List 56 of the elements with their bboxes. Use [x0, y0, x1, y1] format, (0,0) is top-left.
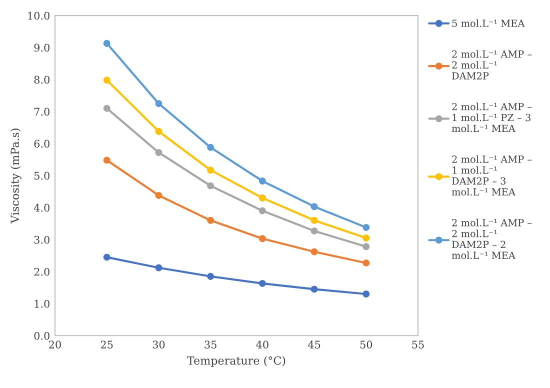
point — [258, 178, 266, 184]
point — [103, 104, 110, 112]
point — [310, 216, 318, 224]
point — [310, 286, 318, 293]
y-tick-label: 7.0 — [34, 108, 50, 116]
x-tick-label: 20 — [49, 340, 61, 349]
y-tick-label: 5.0 — [34, 172, 50, 180]
point — [103, 76, 110, 84]
point — [258, 280, 266, 287]
point — [362, 243, 370, 250]
point — [362, 290, 370, 298]
y-tick-label: 0.0 — [34, 332, 50, 340]
point — [310, 227, 318, 234]
legend-label: 2 mol.L⁻¹ AMP – 2 mol.L⁻¹ DAM2P — [452, 50, 532, 80]
y-tick-label: 6.0 — [34, 140, 50, 148]
y-tick-label: 1.0 — [34, 300, 50, 308]
x-tick-label: 40 — [256, 340, 268, 349]
x-tick-label: 25 — [100, 340, 113, 349]
x-tick-label: 30 — [152, 340, 165, 349]
point — [103, 40, 110, 47]
x-tick-label: 35 — [204, 340, 216, 349]
y-axis-title: Viscosity (mPa.s) — [10, 128, 22, 224]
point — [155, 100, 162, 108]
point — [207, 182, 214, 190]
x-tick-label: 55 — [412, 340, 424, 349]
legend-label: 2 mol.L⁻¹ AMP – 1 mol.L⁻¹ PZ – 3 mol.L⁻¹ MEA — [452, 102, 532, 132]
point — [258, 207, 266, 214]
y-tick-label: 9.0 — [34, 44, 50, 52]
legend-label: 2 mol.L⁻¹ AMP – 1 mol.L⁻¹ DAM2P – 3 mol.L⁻¹ MEA — [452, 155, 532, 196]
x-tick-label: 50 — [360, 340, 372, 349]
y-tick-label: 8.0 — [34, 76, 50, 84]
y-tick-label: 10.0 — [28, 12, 50, 20]
legend-label: 2 mol.L⁻¹ AMP – 2 mol.L⁻¹ DAM2P – 2 mol.L⁻¹ MEA — [452, 218, 532, 259]
y-tick-label: 3.0 — [34, 236, 50, 244]
point — [207, 216, 214, 224]
y-tick-label: 2.0 — [34, 268, 50, 276]
point — [258, 194, 266, 202]
point — [310, 203, 318, 210]
point — [207, 144, 214, 151]
x-axis-title: Temperature (°C) — [187, 356, 286, 367]
point — [155, 264, 162, 272]
legend-label: 5 mol.L⁻¹ MEA — [452, 19, 525, 27]
x-tick-label: 45 — [308, 340, 320, 349]
point — [310, 248, 318, 256]
point — [362, 234, 370, 242]
point — [362, 259, 370, 266]
point — [155, 149, 162, 156]
point — [207, 166, 214, 174]
point — [103, 254, 110, 261]
y-tick-label: 4.0 — [34, 204, 50, 212]
point — [258, 235, 266, 242]
point — [362, 224, 370, 231]
point — [155, 128, 162, 135]
point — [103, 156, 110, 164]
point — [207, 272, 214, 280]
point — [155, 192, 162, 199]
